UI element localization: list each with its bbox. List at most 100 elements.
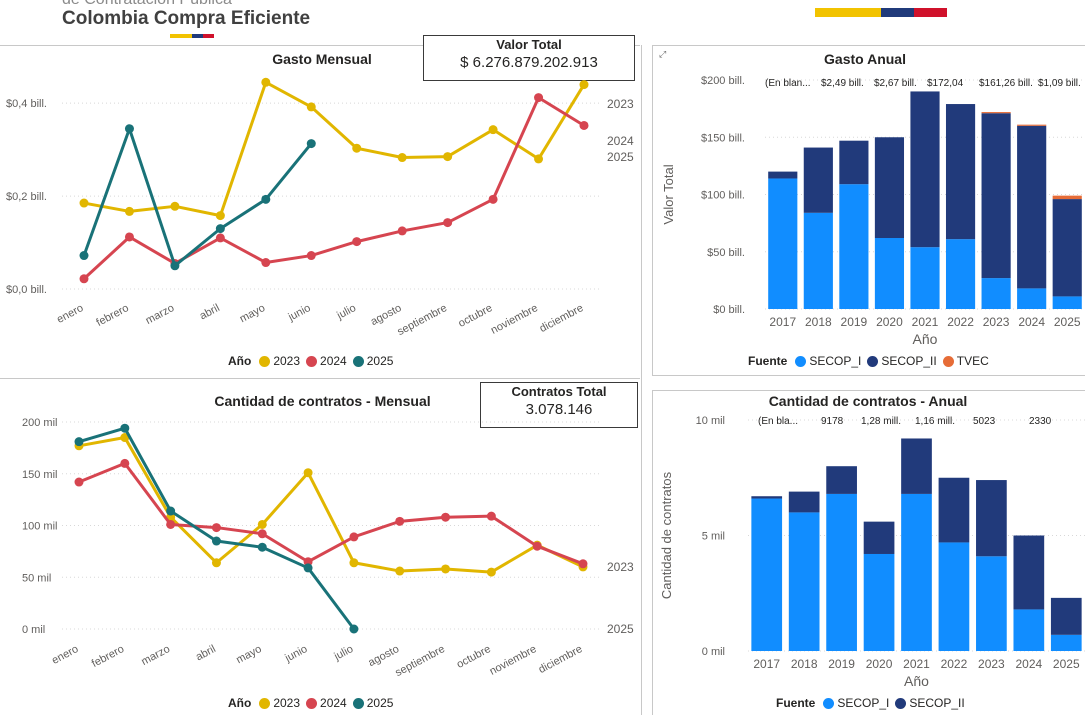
x-tick-label: marzo	[144, 302, 177, 327]
valor-total-label: Valor Total	[496, 37, 562, 52]
x-tick-label: 2024	[1015, 657, 1042, 671]
flag-bar-blue	[881, 8, 914, 17]
x-tick-label: enero	[50, 643, 80, 667]
legend-item-tvec[interactable]: TVEC	[942, 354, 989, 368]
data-point-2024	[257, 529, 267, 539]
legend-item-2024[interactable]: 2024	[306, 354, 347, 368]
data-point-2023	[124, 206, 134, 216]
data-point-2024	[306, 251, 316, 261]
y-tick-label: $0 bill.	[713, 304, 745, 316]
series-line-2023	[78, 436, 584, 574]
y-tick-label: $0,0 bill.	[6, 284, 47, 296]
legend-anio-bottom: Año 2023 2024 2025	[228, 696, 393, 710]
data-point-2023	[170, 201, 180, 211]
legend-item-2025[interactable]: 2025	[352, 696, 393, 710]
data-point-2024	[120, 458, 130, 468]
contratos-total-value: 3.078.146	[525, 401, 593, 418]
title-underline-yellow	[170, 34, 192, 38]
legend-item-secop-ii[interactable]: SECOP_II	[895, 696, 965, 710]
legend-item-2023[interactable]: 2023	[259, 696, 300, 710]
bar-secop-i	[826, 493, 857, 651]
x-tick-label: 2020	[866, 657, 893, 671]
data-point-2024	[349, 532, 359, 542]
legend-item-secop-i[interactable]: SECOP_I	[823, 696, 889, 710]
top-data-label: 1,16 mill.	[915, 416, 955, 427]
bar-secop-ii	[803, 147, 833, 213]
gasto-mensual-title: Gasto Mensual	[272, 51, 372, 67]
data-point-2023	[257, 519, 267, 529]
divider-right-lower-top	[652, 390, 1085, 391]
x-tick-label: 2019	[841, 315, 868, 329]
data-point-2025	[303, 563, 313, 573]
legend-item-secop-ii[interactable]: SECOP_II	[867, 354, 937, 368]
bar-secop-i	[901, 493, 932, 651]
bar-secop-ii	[1052, 199, 1082, 297]
divider-mid-left	[0, 378, 640, 379]
x-axis-title: Año	[904, 673, 929, 689]
data-point-2025	[215, 224, 225, 234]
legend-title: Año	[228, 696, 252, 710]
x-tick-label: 2018	[805, 315, 832, 329]
gasto-anual-title: Gasto Anual	[824, 51, 906, 67]
page-title: Colombia Compra Eficiente	[62, 8, 311, 29]
legend-title: Año	[228, 354, 252, 368]
cantidad-mensual-chart: 0 mil 50 mil 100 mil 150 mil 200 mil enero feb…	[22, 417, 634, 679]
data-point-2024	[397, 226, 407, 236]
bar-secop-i	[751, 498, 783, 651]
data-point-2023	[261, 77, 271, 87]
x-tick-label: 2017	[769, 315, 796, 329]
bar-secop-ii	[910, 91, 940, 248]
x-tick-label: julio	[334, 302, 358, 322]
legend-item-secop-i[interactable]: SECOP_I	[795, 354, 861, 368]
data-point-2025	[257, 542, 267, 552]
data-point-2023	[397, 153, 407, 163]
data-point-2023	[488, 125, 498, 135]
y-tick-label: 10 mil	[696, 415, 725, 427]
expand-icon[interactable]: ⤢	[659, 49, 667, 59]
data-point-2025	[120, 423, 130, 433]
x-tick-label: 2023	[978, 657, 1005, 671]
bar-secop-ii	[1013, 535, 1045, 610]
data-point-2025	[349, 624, 359, 634]
valor-total-card: Valor Total $ 6.276.879.202.913	[423, 35, 635, 81]
top-data-label: 2330	[1029, 416, 1052, 427]
legend-item-2023[interactable]: 2023	[259, 354, 300, 368]
y-tick-label: $200 bill.	[701, 75, 745, 87]
x-tick-label: 2017	[753, 657, 780, 671]
y-tick-label: $0,2 bill.	[6, 191, 47, 203]
bar-secop-ii	[901, 438, 932, 494]
y-tick-label: $50 bill.	[707, 247, 745, 259]
contratos-total-label: Contratos Total	[511, 384, 607, 399]
x-tick-label: diciembre	[537, 643, 585, 676]
x-tick-label: agosto	[366, 643, 401, 669]
data-point-2024	[532, 541, 542, 551]
x-tick-label: septiembre	[395, 302, 449, 338]
contratos-total-card: Contratos Total 3.078.146	[480, 382, 638, 428]
data-point-2024	[441, 512, 451, 522]
data-point-2023	[215, 211, 225, 221]
legend-title: Fuente	[776, 696, 816, 710]
legend-item-2024[interactable]: 2024	[306, 696, 347, 710]
legend-item-2025[interactable]: 2025	[352, 354, 393, 368]
bar-secop-i	[981, 278, 1011, 309]
data-point-2023	[579, 80, 589, 90]
bar-secop-ii	[751, 496, 783, 499]
x-tick-label: mayo	[238, 302, 267, 325]
x-tick-label: 2018	[791, 657, 818, 671]
legend-fuente-cantidad: Fuente SECOP_I SECOP_II	[776, 696, 965, 710]
legend-anio-top: Año 2023 2024 2025	[228, 354, 393, 368]
top-data-label: 9178	[821, 416, 844, 427]
data-point-2024	[261, 258, 271, 268]
bar-secop-i	[768, 178, 798, 309]
bar-tvec	[1052, 195, 1082, 200]
x-tick-label: noviembre	[488, 643, 539, 678]
bar-secop-ii	[1050, 597, 1082, 635]
data-point-2024	[534, 93, 544, 103]
y-tick-label: 0 mil	[702, 646, 725, 658]
valor-total-value: $ 6.276.879.202.913	[460, 54, 598, 71]
x-tick-label: abril	[194, 643, 218, 663]
bar-secop-ii	[976, 480, 1007, 557]
data-point-2024	[74, 477, 84, 487]
x-tick-label: 2020	[876, 315, 903, 329]
header-partial-text: de Contratación Pública	[62, 0, 232, 9]
